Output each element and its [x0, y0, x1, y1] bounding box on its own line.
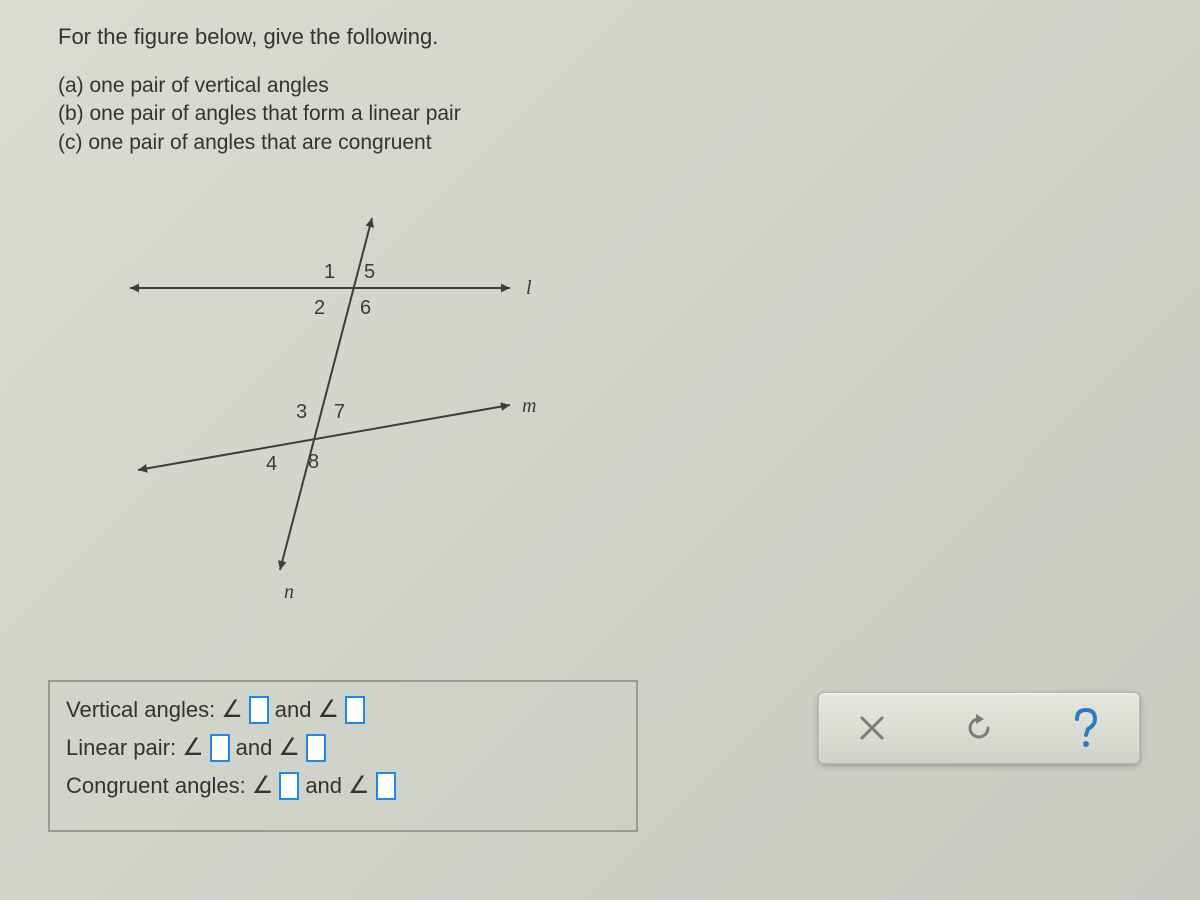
svg-text:8: 8	[308, 451, 319, 473]
svg-text:6: 6	[360, 297, 371, 319]
vertical-angle-input-2[interactable]	[345, 696, 365, 724]
svg-text:1: 1	[324, 261, 335, 283]
subprompt-a: (a) one pair of vertical angles	[58, 72, 461, 100]
congruent-angle-input-2[interactable]	[376, 772, 396, 800]
svg-text:l: l	[526, 277, 532, 299]
linear-angle-input-2[interactable]	[306, 734, 326, 762]
answer-label-congruent: Congruent angles:	[66, 773, 246, 799]
angle-symbol-icon: ∠	[278, 736, 300, 760]
svg-text:4: 4	[266, 453, 277, 475]
svg-text:m: m	[522, 395, 536, 417]
subprompt-c: (c) one pair of angles that are congruen…	[58, 129, 461, 157]
svg-text:3: 3	[296, 401, 307, 423]
svg-text:2: 2	[314, 297, 325, 319]
reset-icon	[962, 711, 996, 745]
answer-row-linear: Linear pair: ∠ and ∠	[66, 734, 620, 762]
action-toolbar	[818, 692, 1140, 764]
help-icon	[1071, 707, 1101, 749]
answer-box: Vertical angles: ∠ and ∠ Linear pair: ∠ …	[48, 680, 638, 832]
angle-symbol-icon: ∠	[317, 698, 339, 722]
question-prompt: For the figure below, give the following…	[58, 20, 438, 53]
svg-text:n: n	[284, 581, 294, 603]
reset-button[interactable]	[949, 703, 1009, 753]
help-button[interactable]	[1056, 703, 1116, 753]
svg-text:5: 5	[364, 261, 375, 283]
and-text: and	[236, 735, 273, 761]
subprompt-b: (b) one pair of angles that form a linea…	[58, 100, 461, 128]
angle-symbol-icon: ∠	[221, 698, 243, 722]
answer-row-vertical: Vertical angles: ∠ and ∠	[66, 696, 620, 724]
answer-label-linear: Linear pair:	[66, 735, 176, 761]
svg-text:7: 7	[334, 401, 345, 423]
linear-angle-input-1[interactable]	[210, 734, 230, 762]
answer-row-congruent: Congruent angles: ∠ and ∠	[66, 772, 620, 800]
and-text: and	[275, 697, 312, 723]
close-icon	[857, 713, 887, 743]
geometry-diagram: l m n 1 5 2 6 3 7 4 8	[110, 200, 630, 620]
question-subprompts: (a) one pair of vertical angles (b) one …	[58, 72, 461, 157]
answer-label-vertical: Vertical angles:	[66, 697, 215, 723]
angle-symbol-icon: ∠	[252, 774, 274, 798]
clear-button[interactable]	[842, 703, 902, 753]
angle-symbol-icon: ∠	[182, 736, 204, 760]
and-text: and	[305, 773, 342, 799]
congruent-angle-input-1[interactable]	[279, 772, 299, 800]
angle-symbol-icon: ∠	[348, 774, 370, 798]
vertical-angle-input-1[interactable]	[249, 696, 269, 724]
